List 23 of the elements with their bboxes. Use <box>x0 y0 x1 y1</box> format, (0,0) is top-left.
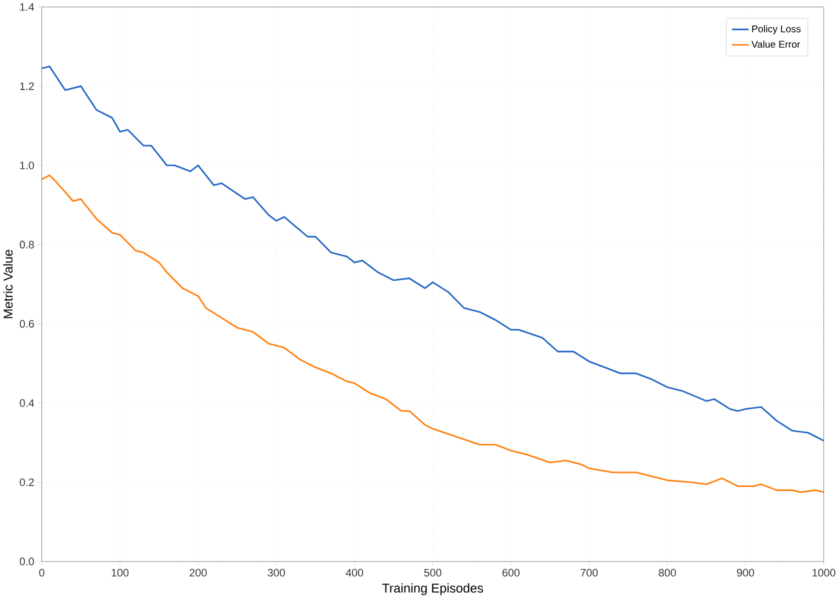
x-tick-label: 100 <box>112 568 129 576</box>
y-tick-label: 0.8 <box>20 240 34 248</box>
y-tick-label: 0.0 <box>20 557 34 566</box>
y-tick-label: 1.4 <box>20 3 34 10</box>
x-tick-label: 1000 <box>812 568 836 576</box>
legend-label: Value Error <box>751 40 800 48</box>
y-tick-label: 1.2 <box>20 82 34 90</box>
x-tick-label: 0 <box>39 568 44 576</box>
x-tick-label: 600 <box>502 568 520 576</box>
y-axis-title: Metric Value <box>3 250 13 318</box>
x-tick-label: 700 <box>580 568 598 576</box>
x-tick-label: 300 <box>268 568 285 576</box>
x-axis-title: Training Episodes <box>382 583 484 595</box>
y-tick-label: 0.6 <box>20 320 34 328</box>
x-tick-label: 500 <box>424 568 442 576</box>
y-tick-label: 0.2 <box>20 478 34 486</box>
x-tick-label: 900 <box>737 568 754 576</box>
y-tick-label: 1.0 <box>20 161 34 170</box>
x-tick-label: 200 <box>190 568 207 576</box>
legend-label: Policy Loss <box>752 24 801 34</box>
x-tick-label: 400 <box>346 568 364 576</box>
y-tick-label: 0.4 <box>20 399 34 407</box>
x-tick-label: 800 <box>658 568 676 576</box>
